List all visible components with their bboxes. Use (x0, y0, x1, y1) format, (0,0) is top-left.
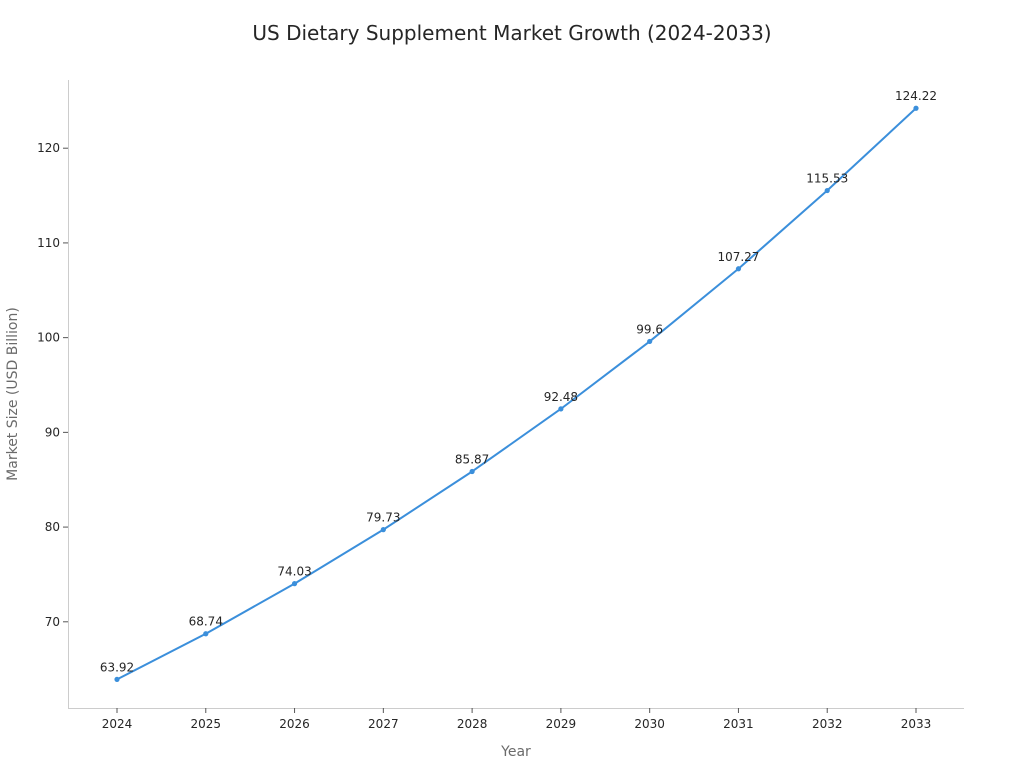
data-point (380, 527, 386, 533)
x-tick-label: 2032 (812, 717, 843, 731)
x-tick-label: 2029 (546, 717, 577, 731)
data-label: 92.48 (544, 390, 578, 404)
y-tick-label: 110 (37, 236, 60, 250)
data-point (913, 105, 919, 111)
data-point (824, 187, 830, 194)
series-line-group (116, 107, 917, 681)
x-tick-label: 2024 (102, 717, 133, 731)
y-tick-label: 100 (37, 331, 60, 345)
y-tick-label: 90 (45, 425, 60, 439)
data-label: 79.73 (366, 511, 400, 525)
x-tick-label: 2025 (191, 717, 222, 731)
data-label: 68.74 (189, 615, 223, 629)
data-point (735, 266, 742, 272)
data-labels-group: 63.92 68.74 74.03 79.73 85.87 92.48 99.6 107.27… (100, 89, 937, 674)
data-point (469, 468, 475, 475)
data-label: 74.03 (277, 565, 311, 579)
data-label: 124.22 (895, 89, 937, 103)
data-label: 85.87 (455, 452, 489, 466)
chart-title: US Dietary Supplement Market Growth (202… (252, 21, 771, 45)
data-label: 63.92 (100, 660, 134, 674)
data-point (291, 581, 298, 587)
x-axis-ticks: 2024 2025 2026 2027 2028 2029 2030 2031 2032 2033 (102, 708, 932, 731)
data-label: 99.6 (636, 322, 663, 336)
y-tick-label: 80 (45, 520, 60, 534)
x-tick-label: 2026 (279, 717, 310, 731)
y-tick-label: 70 (45, 615, 60, 629)
x-tick-label: 2028 (457, 717, 488, 731)
series-line (116, 107, 917, 681)
data-point (647, 338, 653, 345)
y-tick-label: 120 (37, 141, 60, 155)
x-tick-label: 2030 (634, 717, 665, 731)
x-tick-label: 2031 (723, 717, 754, 731)
x-tick-label: 2027 (368, 717, 399, 731)
data-point (558, 406, 564, 412)
data-point (114, 676, 120, 682)
data-label: 115.53 (806, 172, 848, 186)
y-axis-ticks: 70 80 90 100 110 120 (37, 141, 68, 629)
data-label: 107.27 (717, 250, 759, 264)
y-axis-label: Market Size (USD Billion) (5, 307, 21, 481)
data-points-group (114, 105, 919, 682)
x-tick-label: 2033 (901, 717, 932, 731)
data-point (203, 631, 209, 637)
x-axis-label: Year (500, 744, 531, 760)
